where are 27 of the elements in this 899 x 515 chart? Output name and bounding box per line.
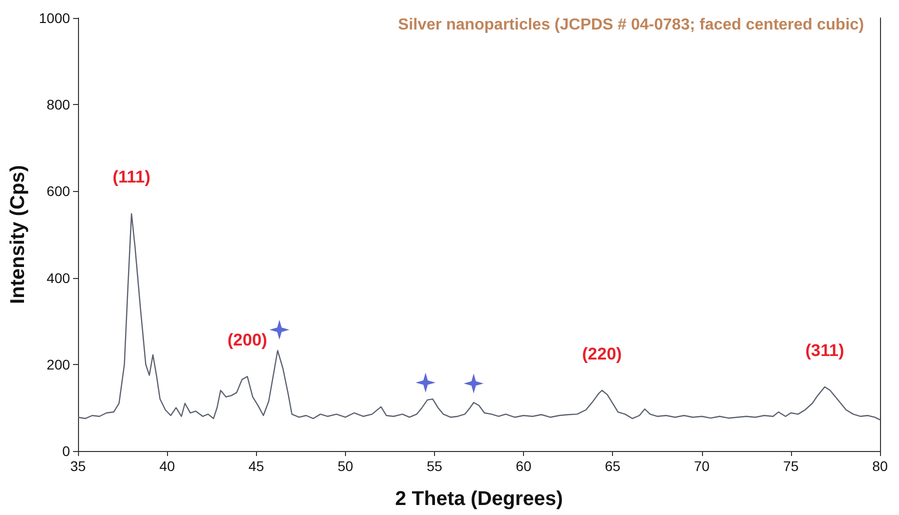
y-tick-label: 600 <box>46 183 70 200</box>
x-tick-label: 75 <box>783 458 799 474</box>
annotation: (220) <box>582 344 622 364</box>
x-tick-label: 45 <box>248 458 264 474</box>
x-tick-label: 60 <box>516 458 532 474</box>
point <box>269 320 290 340</box>
y-tick-label: 400 <box>46 270 70 286</box>
x-axis-title: 2 Theta (Degrees) <box>395 488 563 510</box>
point <box>464 373 484 394</box>
x-tick-label: 80 <box>872 458 888 474</box>
x-tick-label: 65 <box>604 458 621 474</box>
y-tick-label: 200 <box>46 356 70 372</box>
annotation: (311) <box>805 340 844 360</box>
x-tick-label: 55 <box>426 458 442 474</box>
y-axis-title: Intensity (Cps) <box>7 165 29 304</box>
annotation: (200) <box>228 330 268 350</box>
line-series <box>77 213 881 420</box>
x-tick-label: 50 <box>338 458 354 474</box>
x-tick-label: 40 <box>159 458 176 474</box>
x-tick-label: 35 <box>70 458 86 474</box>
annotation: (111) <box>112 168 150 187</box>
chart-title: Silver nanoparticles (JCPDS # 04-0783; faced centered cubic) <box>398 16 864 34</box>
x-tick-label: 70 <box>694 458 710 474</box>
point <box>416 372 436 393</box>
y-tick-label: 800 <box>46 96 70 113</box>
y-tick-label: 0 <box>62 443 70 459</box>
y-tick-label: 1000 <box>38 10 70 26</box>
